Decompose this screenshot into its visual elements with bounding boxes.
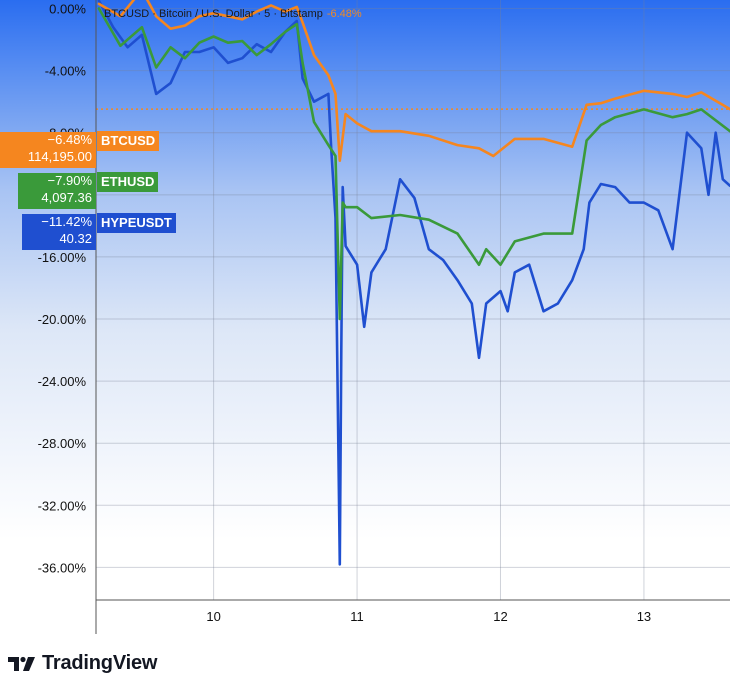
y-tick-label: -36.00%: [38, 560, 87, 575]
btc-series-label[interactable]: BTCUSD: [97, 131, 160, 151]
y-tick-label: 0.00%: [49, 2, 86, 17]
brand-name: TradingView: [42, 652, 158, 674]
hype-price-tag: −11.42% 40.32: [22, 214, 96, 250]
y-tick-label: -16.00%: [38, 250, 87, 265]
hype-price: 40.32: [59, 231, 92, 246]
eth-series-label[interactable]: ETHUSD: [97, 172, 159, 192]
y-tick-label: -20.00%: [38, 312, 87, 327]
symbol-title[interactable]: BTCUSD · Bitcoin / U.S. Dollar · 5 · Bit…: [104, 8, 323, 20]
btcusd-line[interactable]: [97, 0, 730, 162]
tradingview-logo-icon: [8, 656, 35, 671]
btc-price: 114,195.00: [27, 149, 92, 164]
chart-svg: 0.00%-4.00%-8.00%-12.00%-16.00%-20.00%-2…: [38, 0, 730, 634]
x-tick-label: 13: [637, 609, 651, 624]
y-tick-label: -24.00%: [38, 374, 87, 389]
hypeusdt-line[interactable]: [97, 0, 730, 566]
x-tick-label: 10: [206, 609, 220, 624]
ethusd-line[interactable]: [97, 7, 730, 321]
x-tick-label: 11: [350, 609, 364, 624]
y-tick-label: -32.00%: [38, 498, 87, 513]
tradingview-logo[interactable]: TradingView: [8, 652, 157, 675]
hype-series-label[interactable]: HYPEUSDT: [97, 213, 176, 233]
grid-lines: [96, 0, 730, 600]
eth-price-tag: −7.90% 4,097.36: [18, 173, 96, 209]
eth-price: 4,097.36: [41, 190, 92, 205]
btc-change: −6.48%: [47, 132, 92, 147]
x-tick-label: 12: [493, 609, 507, 624]
y-tick-label: -28.00%: [38, 436, 87, 451]
header-change: -6.48%: [326, 8, 362, 20]
x-axis-ticks: 10 11 12 13: [206, 609, 651, 624]
chart-header: BTCUSD · Bitcoin / U.S. Dollar · 5 · Bit…: [104, 8, 362, 20]
hype-change: −11.42%: [41, 214, 92, 229]
btc-price-tag: −6.48% 114,195.00: [0, 132, 96, 168]
eth-change: −7.90%: [47, 173, 92, 188]
y-axis-ticks: 0.00%-4.00%-8.00%-12.00%-16.00%-20.00%-2…: [38, 2, 87, 576]
y-tick-label: -4.00%: [45, 64, 87, 79]
series-lines[interactable]: [97, 0, 730, 566]
